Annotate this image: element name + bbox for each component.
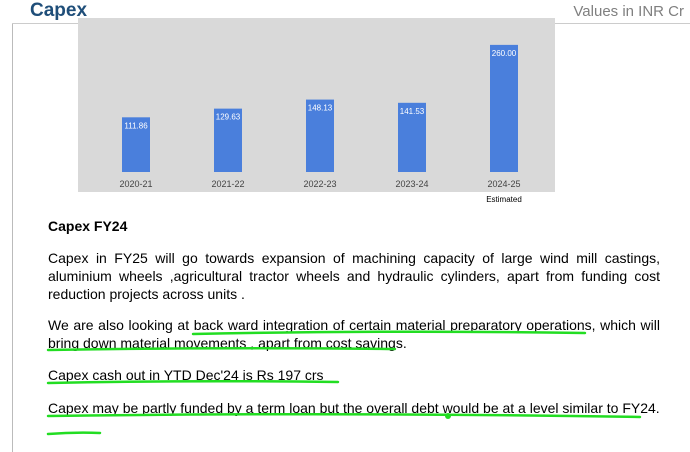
value-label: 129.63: [216, 113, 241, 122]
x-tick-label: 2022-23: [303, 179, 336, 189]
value-label: 260.00: [492, 49, 517, 58]
annotation: Estimated: [486, 195, 522, 204]
bar: [306, 99, 334, 172]
x-tick-label: 2020-21: [119, 179, 152, 189]
bar: [214, 108, 242, 172]
value-label: 148.13: [308, 104, 333, 113]
value-label: 141.53: [400, 107, 425, 116]
underline: [46, 431, 102, 436]
paragraph: Capex cash out in YTD Dec'24 is Rs 197 c…: [48, 367, 324, 383]
chart: 2020-21 111.86 2021-22 129.63 2022-23 148.13 2…: [78, 18, 555, 204]
left-rule: [12, 24, 13, 452]
paragraph: Capex may be partly funded by a term loa…: [48, 400, 660, 416]
bar: [490, 44, 518, 173]
units-label: Values in INR Cr: [573, 3, 684, 20]
x-tick-label: 2023-24: [395, 179, 428, 189]
paragraph: Capex in FY25 will go towards expansion …: [48, 250, 660, 302]
page-title: Capex: [30, 0, 88, 21]
x-tick-label: 2024-25: [487, 179, 520, 189]
x-tick-label: 2021-22: [211, 179, 244, 189]
value-label: 111.86: [124, 121, 148, 130]
paragraph: We are also looking at back ward integra…: [48, 317, 660, 351]
section-heading: Capex FY24: [48, 218, 128, 234]
bar: [122, 117, 150, 172]
bar: [398, 102, 426, 172]
